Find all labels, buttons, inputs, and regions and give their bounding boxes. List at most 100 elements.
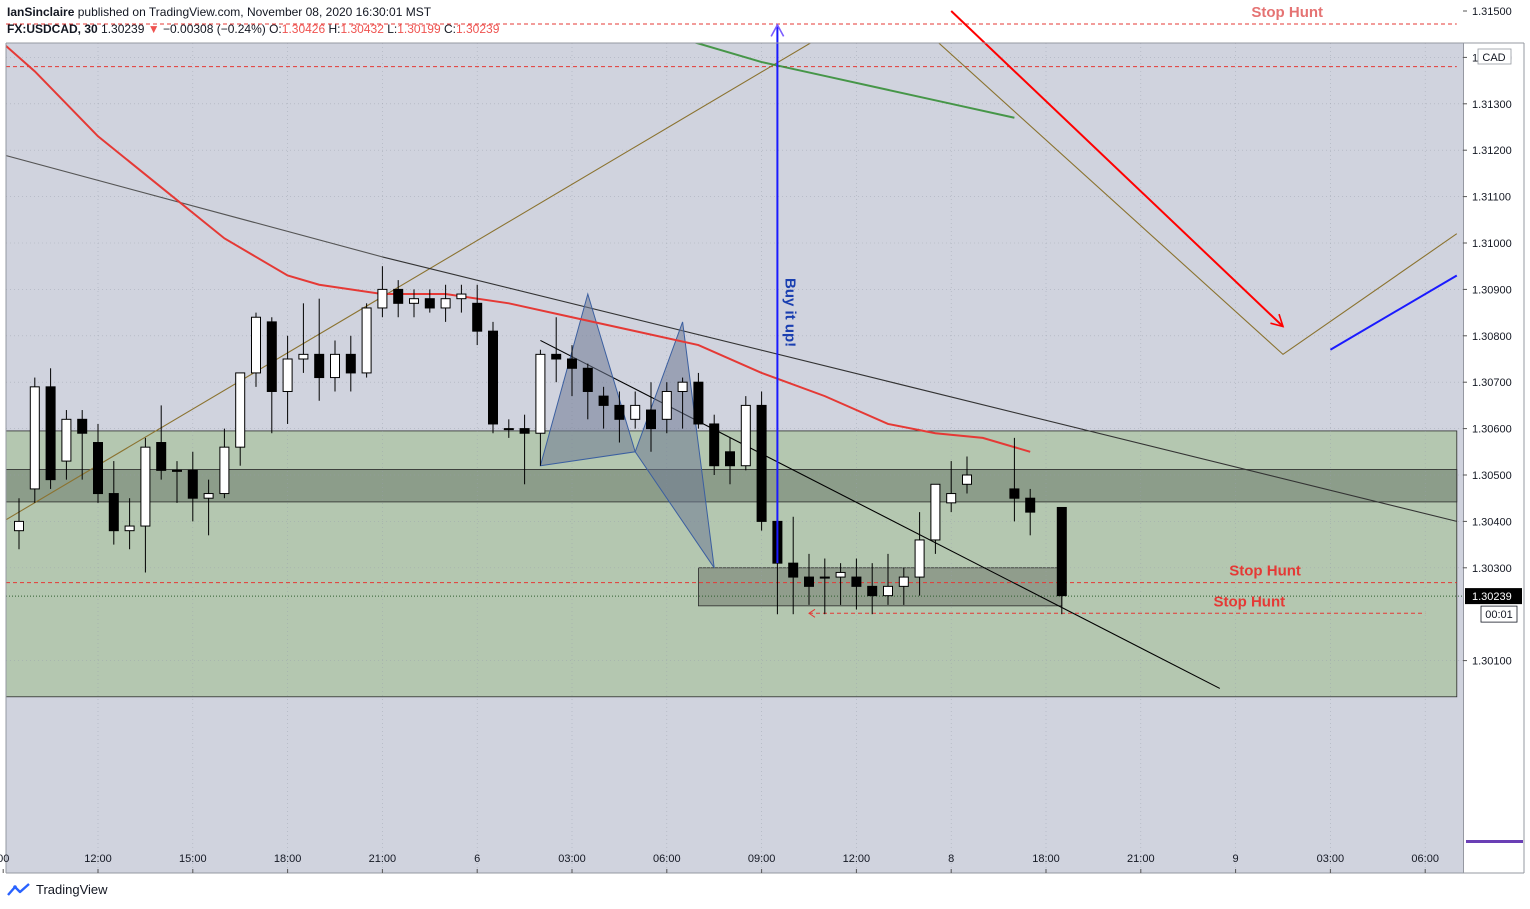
high-value: 1.30432 (340, 22, 384, 36)
candle-body (614, 404, 625, 420)
arrowhead-icon (1270, 313, 1285, 328)
candle-body (1056, 506, 1067, 597)
candle[interactable] (519, 414, 530, 485)
candle[interactable] (661, 382, 672, 434)
candle[interactable] (266, 317, 277, 434)
open-label: O: (269, 22, 282, 36)
candle[interactable] (725, 437, 735, 485)
author-name[interactable]: IanSinclaire (7, 5, 75, 19)
time-tick-label: 8 (948, 853, 954, 865)
candle[interactable] (330, 340, 340, 392)
candle[interactable] (440, 284, 451, 322)
candle[interactable] (630, 391, 641, 429)
candle[interactable] (456, 284, 467, 313)
candle-body (598, 395, 609, 406)
candle[interactable] (883, 553, 893, 605)
candle-body (677, 381, 688, 392)
candle[interactable] (962, 456, 972, 494)
candle[interactable] (251, 312, 261, 387)
candle[interactable] (804, 553, 814, 605)
candle[interactable] (377, 266, 388, 318)
candle[interactable] (472, 284, 483, 346)
candle[interactable] (488, 321, 498, 434)
candle[interactable] (756, 391, 767, 531)
candle[interactable] (677, 377, 688, 429)
candle[interactable] (45, 368, 56, 489)
candle[interactable] (219, 428, 230, 499)
price-tick-label: 1.30400 (1472, 516, 1512, 528)
candle[interactable] (361, 303, 372, 378)
stop-hunt-label: Stop Hunt (1213, 593, 1285, 610)
candle[interactable] (14, 498, 24, 550)
current-price-badge (1465, 588, 1522, 605)
candle[interactable] (930, 483, 941, 554)
candle[interactable] (172, 461, 182, 503)
candle[interactable] (393, 280, 404, 318)
price-axis[interactable] (1464, 44, 1523, 872)
candle[interactable] (93, 423, 103, 503)
candle[interactable] (598, 386, 609, 429)
candle[interactable] (788, 516, 799, 615)
candle[interactable] (1009, 437, 1020, 522)
symbol-label[interactable]: FX:USDCAD, 30 (7, 22, 98, 36)
candle-body (203, 493, 214, 499)
candle[interactable] (314, 298, 325, 401)
candle-body (661, 390, 672, 420)
candle[interactable] (108, 461, 119, 545)
candle[interactable] (424, 289, 435, 313)
candle[interactable] (203, 479, 214, 536)
candle[interactable] (282, 335, 293, 424)
candle[interactable] (851, 558, 862, 610)
candle[interactable] (1056, 506, 1067, 615)
candle-body (77, 418, 88, 434)
candle[interactable] (140, 437, 151, 573)
currency-badge[interactable] (1477, 48, 1512, 65)
candle[interactable] (535, 349, 546, 466)
candle[interactable] (187, 451, 198, 522)
candle[interactable] (898, 567, 909, 605)
candle-body (851, 576, 862, 587)
candle[interactable] (567, 345, 577, 397)
candle[interactable] (835, 563, 846, 605)
price-tick-label: 1.31500 (1472, 6, 1512, 18)
candle-body (503, 428, 514, 431)
candle[interactable] (646, 382, 656, 452)
candle[interactable] (503, 419, 514, 438)
candle[interactable] (582, 363, 593, 420)
candle[interactable] (61, 410, 72, 480)
candle-body (630, 404, 641, 420)
candle[interactable] (156, 405, 167, 480)
last-price: 1.30239 (101, 22, 145, 36)
candle[interactable] (614, 391, 625, 443)
candle[interactable] (124, 498, 135, 550)
candle[interactable] (29, 377, 40, 503)
footer-brand[interactable]: TradingView (7, 882, 108, 897)
candle[interactable] (914, 512, 925, 596)
candle[interactable] (740, 396, 751, 471)
candle-body (108, 493, 119, 532)
candle[interactable] (409, 289, 419, 318)
candle[interactable] (77, 410, 88, 480)
candle[interactable] (235, 372, 246, 466)
indicator-marker (1466, 840, 1523, 843)
candle[interactable] (551, 317, 562, 383)
candle[interactable] (867, 563, 878, 615)
price-tick-label: 1.31200 (1472, 145, 1512, 157)
candle-body (14, 520, 24, 532)
candle[interactable] (1025, 488, 1036, 536)
candle-body (930, 483, 941, 541)
candle[interactable] (345, 335, 356, 392)
candle[interactable] (298, 303, 309, 373)
candle[interactable] (709, 414, 720, 475)
candle-body (1025, 497, 1036, 513)
candle[interactable] (946, 461, 957, 513)
countdown-badge (1480, 605, 1518, 623)
candle[interactable] (693, 372, 704, 429)
candle-body (266, 321, 277, 392)
candle[interactable] (819, 558, 830, 615)
candle-body (282, 358, 293, 392)
price-tick-label: 1.31100 (1472, 192, 1511, 204)
candle-body (819, 576, 830, 579)
candle-body (61, 418, 72, 462)
